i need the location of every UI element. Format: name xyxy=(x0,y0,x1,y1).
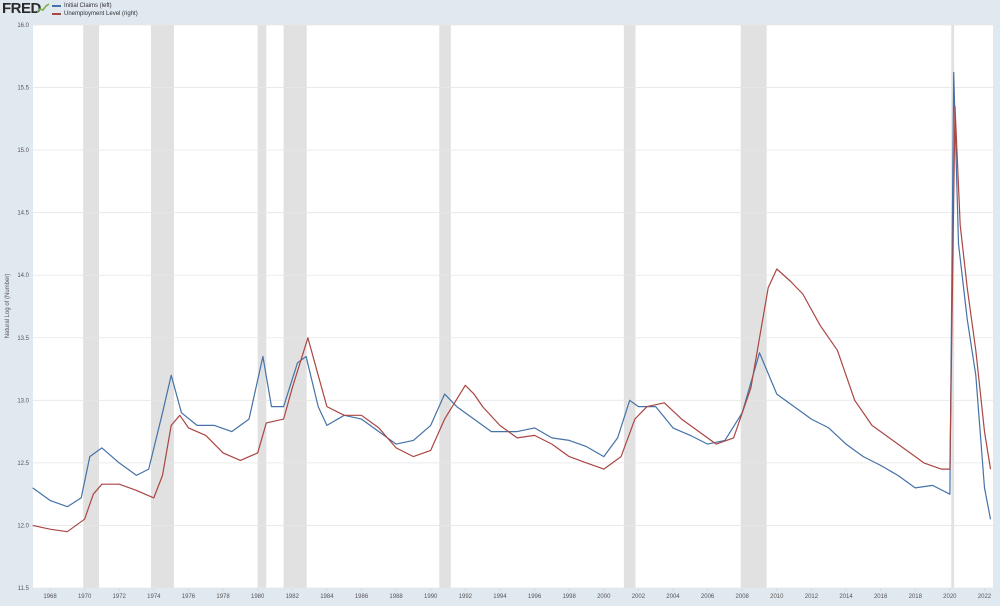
series-lines xyxy=(32,71,992,533)
recession-shading-group xyxy=(83,25,955,588)
x-tick-label: 2014 xyxy=(839,594,853,600)
x-tick-label: 2010 xyxy=(770,594,784,600)
grid-lines xyxy=(33,24,993,591)
x-tick-label: 1986 xyxy=(355,594,369,600)
legend-label-unemployment-level: Unemployment Level (right) xyxy=(64,11,138,17)
y-tick-label: 16.0 xyxy=(17,23,29,29)
legend-item-initial-claims[interactable]: Initial Claims (left) xyxy=(52,2,138,10)
recession-band-1 xyxy=(83,25,100,588)
x-tick-label: 2008 xyxy=(736,594,750,600)
x-tick-label: 1974 xyxy=(147,594,161,600)
recession-band-2 xyxy=(150,25,174,588)
y-tick-label: 14.0 xyxy=(17,273,29,279)
y-tick-label: 12.5 xyxy=(17,461,29,467)
legend-swatch-initial-claims xyxy=(52,5,61,7)
y-tick-label: 15.0 xyxy=(17,148,29,154)
x-tick-label: 1990 xyxy=(424,594,438,600)
x-tick-label: 1984 xyxy=(320,594,334,600)
x-tick-label: 2018 xyxy=(909,594,923,600)
x-tick-label: 1978 xyxy=(216,594,230,600)
recession-band-7 xyxy=(740,25,767,588)
x-tick-label: 1996 xyxy=(528,594,542,600)
x-tick-label: 1968 xyxy=(43,594,57,600)
recession-band-6 xyxy=(623,25,636,588)
y-tick-label: 13.5 xyxy=(17,336,29,342)
legend-swatch-unemployment-level xyxy=(52,13,61,15)
chart-header: FRED Initial Claims (left) Unemployment … xyxy=(0,0,1000,20)
recession-band-3 xyxy=(257,25,267,588)
x-tick-label: 2020 xyxy=(943,594,957,600)
fred-logo[interactable]: FRED xyxy=(2,0,41,17)
x-tick-label: 2006 xyxy=(701,594,715,600)
series-line-unemployment-level[interactable] xyxy=(32,105,992,533)
x-tick-label: 1980 xyxy=(251,594,265,600)
x-tick-label: 1970 xyxy=(78,594,92,600)
x-tick-label: 2002 xyxy=(632,594,646,600)
x-tick-label: 2012 xyxy=(805,594,819,600)
recession-band-5 xyxy=(439,25,451,588)
chart-legend: Initial Claims (left) Unemployment Level… xyxy=(52,2,138,18)
y-tick-label: 12.0 xyxy=(17,523,29,529)
x-tick-label: 1992 xyxy=(459,594,473,600)
y-tick-label: 11.5 xyxy=(18,586,30,592)
legend-label-initial-claims: Initial Claims (left) xyxy=(64,3,112,9)
x-tick-label: 2022 xyxy=(978,594,992,600)
x-tick-label: 1982 xyxy=(286,594,300,600)
plot-area-background xyxy=(33,25,993,588)
x-tick-label: 1976 xyxy=(182,594,196,600)
series-line-initial-claims[interactable] xyxy=(32,71,992,520)
y-tick-label: 13.0 xyxy=(17,398,29,404)
y-axis-title: Natural Log of (Number) xyxy=(5,274,11,339)
y-tick-label: 15.5 xyxy=(17,86,29,92)
x-tick-label: 2004 xyxy=(666,594,680,600)
x-tick-label: 2000 xyxy=(597,594,611,600)
x-tick-label: 1998 xyxy=(562,594,576,600)
x-tick-label: 1994 xyxy=(493,594,507,600)
x-tick-label: 1988 xyxy=(389,594,403,600)
recession-band-4 xyxy=(283,25,307,588)
y-axis-tick-labels: 11.5 12.0 12.5 13.0 13.5 14.0 14.5 15.0 15.5 16.0 xyxy=(17,23,29,592)
fred-trend-line-icon xyxy=(37,3,49,13)
x-tick-label: 2016 xyxy=(874,594,888,600)
y-tick-label: 14.5 xyxy=(17,211,29,217)
x-axis-tick-labels: 1968 1970 1972 1974 1976 1978 1980 1982 1984 1986… xyxy=(43,594,991,600)
legend-item-unemployment-level[interactable]: Unemployment Level (right) xyxy=(52,10,138,18)
x-tick-label: 1972 xyxy=(113,594,127,600)
